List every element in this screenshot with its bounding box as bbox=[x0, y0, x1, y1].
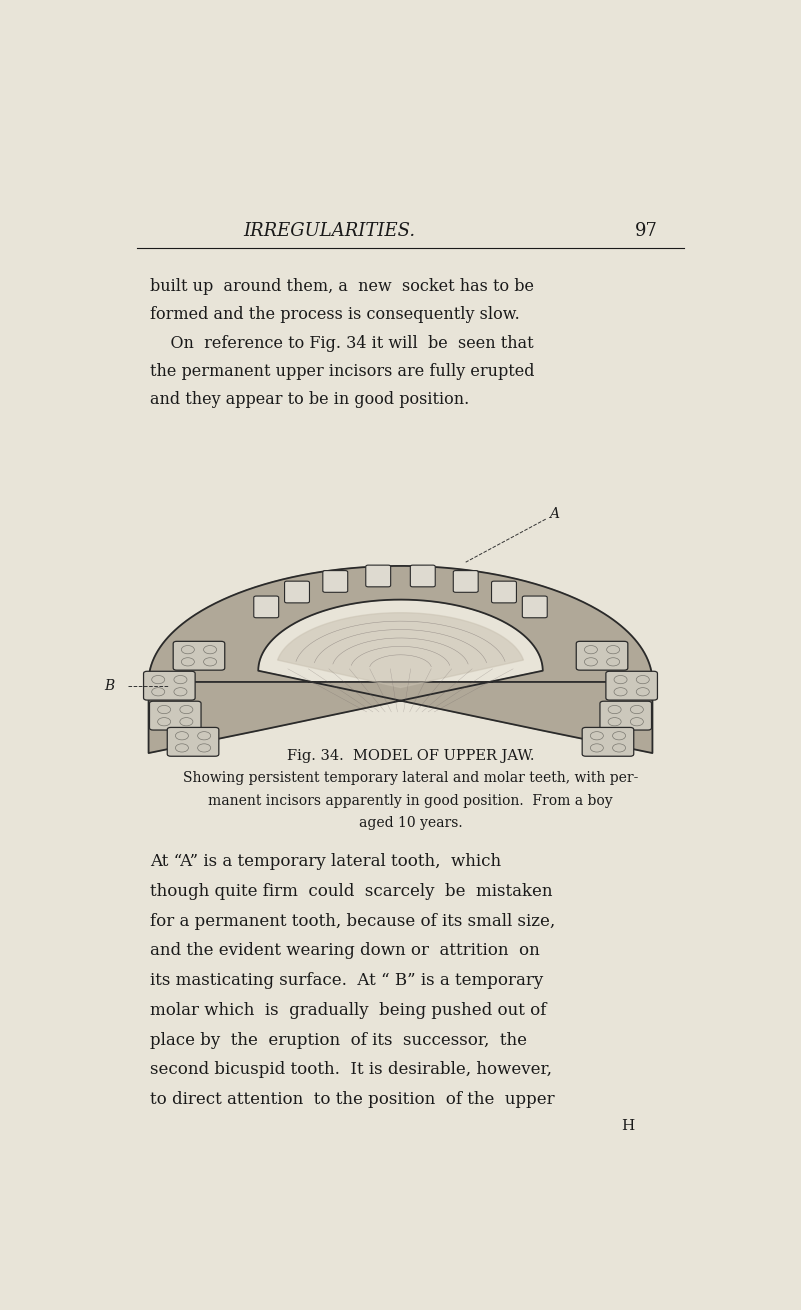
FancyBboxPatch shape bbox=[453, 571, 478, 592]
Text: formed and the process is consequently slow.: formed and the process is consequently s… bbox=[150, 307, 520, 324]
Text: manent incisors apparently in good position.  From a boy: manent incisors apparently in good posit… bbox=[208, 794, 613, 808]
Polygon shape bbox=[278, 613, 523, 688]
Text: place by  the  eruption  of its  successor,  the: place by the eruption of its successor, … bbox=[150, 1032, 527, 1049]
Text: A: A bbox=[549, 507, 558, 520]
Text: though quite firm  could  scarcely  be  mistaken: though quite firm could scarcely be mist… bbox=[150, 883, 552, 900]
Text: On  reference to Fig. 34 it will  be  seen that: On reference to Fig. 34 it will be seen … bbox=[150, 335, 533, 351]
Polygon shape bbox=[149, 566, 652, 753]
FancyBboxPatch shape bbox=[600, 701, 651, 730]
Text: aged 10 years.: aged 10 years. bbox=[359, 816, 462, 829]
FancyBboxPatch shape bbox=[143, 671, 195, 700]
FancyBboxPatch shape bbox=[167, 727, 219, 756]
Text: At “A” is a temporary lateral tooth,  which: At “A” is a temporary lateral tooth, whi… bbox=[150, 853, 501, 870]
FancyBboxPatch shape bbox=[576, 642, 628, 671]
FancyBboxPatch shape bbox=[284, 582, 309, 603]
FancyBboxPatch shape bbox=[582, 727, 634, 756]
FancyBboxPatch shape bbox=[323, 571, 348, 592]
Text: B: B bbox=[104, 679, 115, 693]
Text: for a permanent tooth, because of its small size,: for a permanent tooth, because of its sm… bbox=[150, 913, 555, 930]
Text: Showing persistent temporary lateral and molar teeth, with per-: Showing persistent temporary lateral and… bbox=[183, 772, 638, 786]
Text: and the evident wearing down or  attrition  on: and the evident wearing down or attritio… bbox=[150, 942, 540, 959]
FancyBboxPatch shape bbox=[522, 596, 547, 618]
FancyBboxPatch shape bbox=[492, 582, 517, 603]
Text: H: H bbox=[621, 1119, 634, 1133]
Text: the permanent upper incisors are fully erupted: the permanent upper incisors are fully e… bbox=[150, 363, 534, 380]
Text: and they appear to be in good position.: and they appear to be in good position. bbox=[150, 392, 469, 409]
Text: second bicuspid tooth.  It is desirable, however,: second bicuspid tooth. It is desirable, … bbox=[150, 1061, 552, 1078]
Text: molar which  is  gradually  being pushed out of: molar which is gradually being pushed ou… bbox=[150, 1002, 546, 1019]
FancyBboxPatch shape bbox=[366, 565, 391, 587]
FancyBboxPatch shape bbox=[150, 701, 201, 730]
FancyBboxPatch shape bbox=[606, 671, 658, 700]
FancyBboxPatch shape bbox=[410, 565, 435, 587]
Text: built up  around them, a  new  socket has to be: built up around them, a new socket has t… bbox=[150, 278, 533, 295]
Text: IRREGULARITIES.: IRREGULARITIES. bbox=[244, 221, 416, 240]
Text: its masticating surface.  At “ B” is a temporary: its masticating surface. At “ B” is a te… bbox=[150, 972, 543, 989]
FancyBboxPatch shape bbox=[173, 642, 225, 671]
FancyBboxPatch shape bbox=[254, 596, 279, 618]
Text: to direct attention  to the position  of the  upper: to direct attention to the position of t… bbox=[150, 1091, 554, 1108]
Text: 97: 97 bbox=[635, 221, 658, 240]
Text: Fig. 34.  MODEL OF UPPER JAW.: Fig. 34. MODEL OF UPPER JAW. bbox=[287, 749, 534, 764]
